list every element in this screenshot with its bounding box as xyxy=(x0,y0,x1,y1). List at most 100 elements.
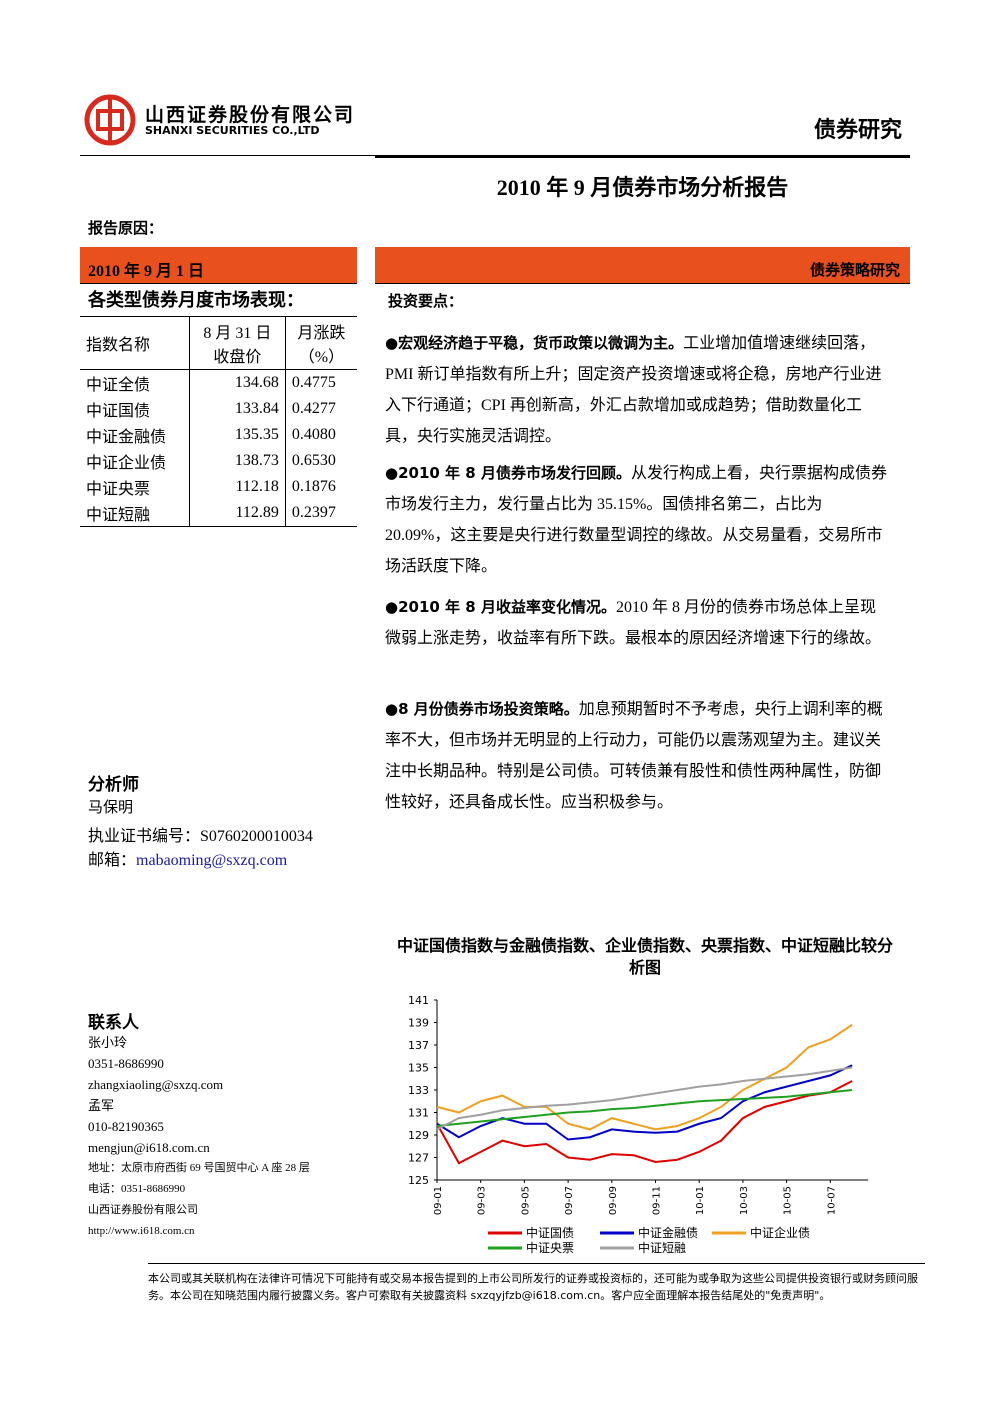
cell: 0.1876 xyxy=(284,474,357,500)
series-line xyxy=(436,1023,853,1131)
category: 债券策略研究 xyxy=(809,261,900,279)
cell: 135.35 xyxy=(188,422,286,448)
chart-title: 中证国债指数与金融债指数、企业债指数、央票指数、中证短融比较分析图 xyxy=(396,936,893,977)
category-bar xyxy=(375,247,910,283)
x-tick-label: 10-01 xyxy=(695,1186,706,1215)
table-title: 各类型债券月度市场表现： xyxy=(88,290,304,311)
table: 指数名称 8 月 31 日收盘价 月涨跌 （%） 中证全债 134.68 0.4775 中证国… xyxy=(80,316,357,527)
cell: 0.4080 xyxy=(284,422,357,448)
y-tick-label: 135 xyxy=(408,1062,429,1075)
legend-label: 中证央票 xyxy=(526,1240,574,1255)
section: 债券研究 xyxy=(813,118,902,143)
series-line xyxy=(436,1066,853,1131)
row: 中证国债 133.84 0.4277 xyxy=(80,396,357,422)
key-point: ●2010 年 8 月收益率变化情况。2010 年 8 月份的债券市场总体上呈现… xyxy=(385,592,890,654)
contact-line: 0351-8686990 xyxy=(88,1056,164,1071)
y-tick-label: 133 xyxy=(408,1084,429,1097)
x-tick-label: 10-05 xyxy=(783,1186,794,1215)
rule xyxy=(375,155,910,158)
contact-line: 地址：太原市府西街 69 号国贸中心 A 座 28 层 xyxy=(88,1162,310,1174)
analyst-name: 马保明 xyxy=(88,800,134,816)
key-point-body: 加息预期暂时不予考虑，央行上调利率的概率不大，但市场并无明显的上行动力，可能仍以… xyxy=(385,701,883,811)
logo xyxy=(84,94,136,146)
y-tick-label: 125 xyxy=(408,1174,429,1187)
cell: 0.4775 xyxy=(284,369,357,396)
header-text: （%） xyxy=(298,349,345,366)
cell: 中证短融 xyxy=(86,507,151,524)
x-tick-label: 09-03 xyxy=(477,1186,488,1215)
cell: 112.18 xyxy=(188,474,286,500)
row: 中证短融 112.89 0.2397 xyxy=(80,500,357,527)
contact-line: 山西证券股份有限公司 xyxy=(88,1204,198,1216)
y-tick-label: 139 xyxy=(408,1017,429,1030)
cell: 中证国债 xyxy=(86,403,151,420)
cell: 134.68 xyxy=(188,369,286,396)
header-row: 指数名称 8 月 31 日收盘价 月涨跌 （%） xyxy=(80,316,357,370)
contact-line: http://www.i618.com.cn xyxy=(88,1225,195,1237)
cell: 中证企业债 xyxy=(86,455,167,472)
key-point-heading: ●8 月份债券市场投资策略。 xyxy=(385,700,579,718)
rule xyxy=(148,1263,925,1264)
key-point: ●2010 年 8 月债券市场发行回顾。从发行构成上看，央行票据构成债券市场发行… xyxy=(385,458,890,582)
x-tick-label: 10-03 xyxy=(739,1186,750,1215)
legend-label: 中证短融 xyxy=(638,1240,686,1255)
contact-line: 张小玲 xyxy=(88,1035,128,1050)
row: 中证金融债 135.35 0.4080 xyxy=(80,422,357,448)
header-text: 收盘价 xyxy=(213,349,262,366)
analyst-cert: 执业证书编号：S0760200010034 xyxy=(88,828,313,845)
y-tick-label: 129 xyxy=(408,1129,429,1142)
x-tick-label: 09-11 xyxy=(652,1186,663,1215)
header-text: 月涨跌 xyxy=(297,325,346,342)
y-tick-label: 141 xyxy=(408,994,429,1007)
cell: 0.4277 xyxy=(284,396,357,422)
row: 中证全债 134.68 0.4775 xyxy=(80,369,357,396)
company-cn: 山西证券股份有限公司 xyxy=(145,104,356,126)
x-tick-label: 09-05 xyxy=(520,1186,531,1215)
contact: 张小玲 0351-8686990 zhangxiaoling@sxzq.com 孟军 0… xyxy=(88,1032,310,1242)
rule xyxy=(375,283,910,284)
row: 中证央票 112.18 0.1876 xyxy=(80,474,357,500)
email-label: 邮箱： xyxy=(88,852,137,869)
contact-line: mengjun@i618.com.cn xyxy=(88,1140,210,1155)
y-tick-label: 127 xyxy=(408,1152,429,1165)
key-point-heading: ●宏观经济趋于平稳，货币政策以微调为主。 xyxy=(385,334,684,352)
key-point: ●宏观经济趋于平稳，货币政策以微调为主。工业增加值增速继续回落，PMI 新订单指… xyxy=(385,328,890,452)
x-tick-label: 09-07 xyxy=(564,1186,575,1215)
cell: 中证金融债 xyxy=(86,429,167,446)
cell: 112.89 xyxy=(188,500,286,527)
contact-line: 孟军 xyxy=(88,1098,115,1113)
y-tick-label: 137 xyxy=(408,1039,429,1052)
key-point-heading: ●2010 年 8 月债券市场发行回顾。 xyxy=(385,464,631,482)
contact-line: 010-82190365 xyxy=(88,1119,164,1134)
header-text: 指数名称 xyxy=(86,337,151,354)
contact-line: zhangxiaoling@sxzq.com xyxy=(88,1077,224,1092)
analyst-label: 分析师 xyxy=(88,775,139,795)
y-tick-label: 131 xyxy=(408,1107,429,1120)
legend-label: 中证企业债 xyxy=(750,1225,810,1240)
date: 2010 年 9 月 1 日 xyxy=(88,263,205,280)
legend-label: 中证金融债 xyxy=(638,1225,698,1240)
report-reason: 报告原因： xyxy=(88,219,164,237)
rule xyxy=(80,283,357,284)
date-bar xyxy=(80,247,357,283)
cell: 0.6530 xyxy=(284,448,357,474)
header-text: 8 月 31 日 xyxy=(203,325,272,342)
series-line xyxy=(436,1080,853,1165)
chart: 125 127 129 131 133 135 137 139 141 09-01 09-03 09-… xyxy=(408,994,869,1255)
key-point-body: 2010 年 8 月份的债券市场总体上呈现微弱上涨走势，收益率有所下跌。最根本的… xyxy=(385,599,882,647)
key-point-body: 从发行构成上看，央行票据构成债券市场发行主力，发行量占比为 35.15%。国债排… xyxy=(385,465,887,575)
key-point-heading: ●2010 年 8 月收益率变化情况。 xyxy=(385,598,616,616)
x-tick-label: 10-07 xyxy=(826,1186,837,1215)
x-tick-label: 09-09 xyxy=(608,1186,619,1215)
contact-label: 联系人 xyxy=(88,1013,139,1033)
series-line xyxy=(436,1089,853,1127)
header-cell: 指数名称 xyxy=(80,317,189,370)
cell: 138.73 xyxy=(188,448,286,474)
key-point-body: 工业增加值增速继续回落，PMI 新订单指数有所上升；固定资产投资增速或将企稳，房… xyxy=(385,335,882,445)
legend-label: 中证国债 xyxy=(526,1225,574,1240)
row: 中证企业债 138.73 0.6530 xyxy=(80,448,357,474)
key-points-label: 投资要点： xyxy=(388,292,464,310)
cell: 中证央票 xyxy=(86,481,151,498)
email: mabaoming@sxzq.com xyxy=(136,852,288,869)
